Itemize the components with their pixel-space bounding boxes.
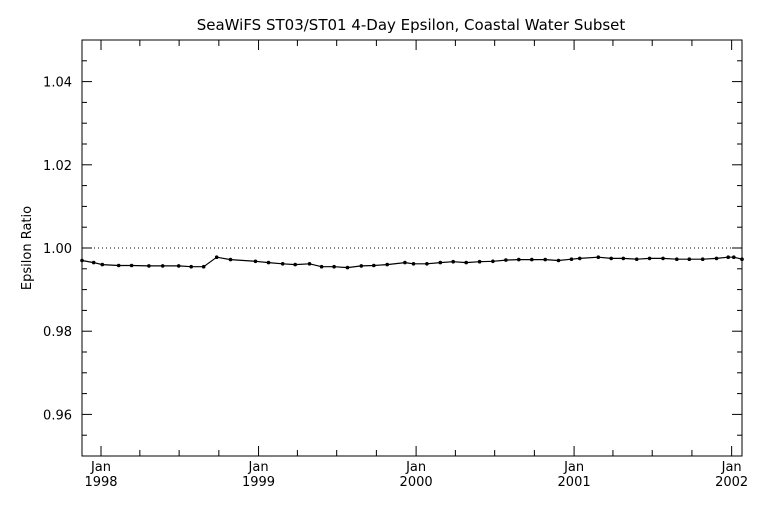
- data-point: [319, 264, 324, 269]
- data-point: [740, 257, 744, 262]
- data-point: [307, 262, 312, 266]
- data-point: [596, 255, 601, 259]
- data-point: [438, 260, 443, 265]
- data-point: [504, 258, 508, 262]
- data-point: [403, 260, 407, 265]
- data-point: [201, 264, 206, 269]
- x-tick-label-year: 1999: [242, 475, 275, 490]
- data-point: [517, 257, 521, 262]
- x-tick-label-year: 1998: [84, 475, 117, 490]
- data-point: [116, 263, 121, 268]
- data-point: [228, 257, 233, 262]
- x-tick-label-year: 2002: [715, 475, 748, 490]
- y-tick-label: 1.00: [43, 242, 72, 257]
- data-point: [732, 255, 736, 259]
- data-point: [530, 257, 534, 262]
- y-axis-label-group: Epsilon Ratio: [20, 206, 35, 290]
- data-point: [647, 256, 652, 261]
- y-tick-label: 0.98: [43, 325, 72, 340]
- data-point: [253, 259, 258, 264]
- data-point: [80, 258, 84, 263]
- y-tick-label: 1.02: [43, 159, 72, 174]
- data-point: [675, 257, 679, 262]
- series-points: [80, 255, 744, 270]
- data-point: [214, 255, 219, 259]
- data-point: [477, 259, 482, 264]
- data-point: [451, 259, 456, 264]
- x-tick-label-month: Jan: [563, 460, 584, 475]
- x-tick-label-year: 2000: [400, 475, 433, 490]
- data-point: [700, 257, 705, 262]
- data-point: [147, 264, 151, 268]
- series-line: [81, 256, 743, 269]
- data-point: [345, 265, 350, 270]
- x-tick-label-month: Jan: [405, 460, 426, 475]
- y-axis-label: Epsilon Ratio: [20, 206, 35, 290]
- x-tick-label-month: Jan: [90, 460, 111, 475]
- data-point: [280, 262, 285, 266]
- data-point: [129, 263, 134, 268]
- data-point: [425, 262, 429, 266]
- y-tick-labels: 0.96 0.98 1.00 1.02 1.04: [43, 76, 72, 424]
- data-point: [293, 262, 298, 267]
- data-point: [160, 264, 165, 268]
- data-point: [543, 257, 547, 262]
- data-point: [359, 264, 364, 268]
- data-point: [176, 264, 181, 268]
- y-tick-label: 0.96: [43, 408, 72, 423]
- data-point: [464, 260, 469, 265]
- data-point: [372, 263, 376, 268]
- data-point: [491, 259, 495, 264]
- data-point: [332, 264, 336, 269]
- data-point: [687, 257, 692, 262]
- data-point: [714, 256, 719, 261]
- data-point: [556, 258, 561, 263]
- data-point: [609, 256, 613, 261]
- plot-frame: [81, 39, 743, 457]
- data-point: [189, 264, 193, 269]
- y-tick-label: 1.04: [43, 76, 72, 91]
- data-point: [726, 255, 730, 259]
- data-point: [569, 257, 574, 262]
- data-point: [634, 257, 639, 262]
- data-point: [577, 256, 582, 261]
- data-point: [266, 260, 271, 265]
- chart-title: SeaWiFS ST03/ST01 4-Day Epsilon, Coastal…: [197, 16, 626, 34]
- x-tick-label-month: Jan: [721, 460, 742, 475]
- x-tick-label-month: Jan: [248, 460, 269, 475]
- axis-ticks: [82, 39, 742, 457]
- data-point: [100, 262, 105, 267]
- data-point: [621, 256, 626, 261]
- data-point: [411, 262, 416, 266]
- data-point: [385, 262, 390, 267]
- data-point: [661, 256, 665, 261]
- x-tick-label-year: 2001: [558, 475, 591, 490]
- data-point: [91, 260, 96, 265]
